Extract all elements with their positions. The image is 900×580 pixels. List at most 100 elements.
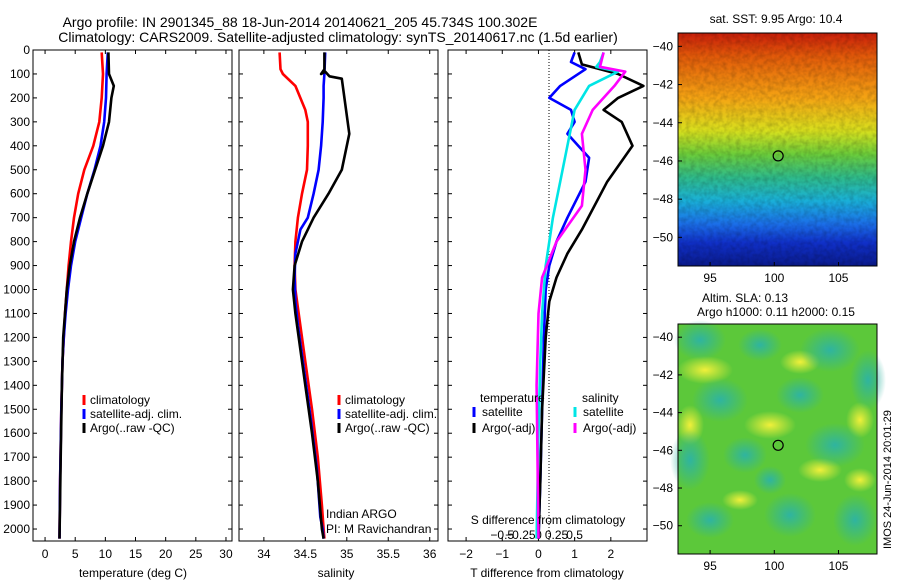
series-line-climatology xyxy=(278,52,326,539)
series-line-argo-adj- xyxy=(535,52,627,539)
difference-plot-frame xyxy=(447,49,648,542)
sla-map-anomalies xyxy=(670,320,886,546)
depth-tick-label: 300 xyxy=(10,115,30,129)
temperature-plot-frame xyxy=(32,49,233,542)
header-line-2: Climatology: CARS2009. Satellite-adjuste… xyxy=(58,29,618,45)
x-tick-label: 0 xyxy=(535,547,542,561)
timestamp-label: IMOS 24-Jun-2014 20:01:29 xyxy=(882,410,894,549)
x-tick-label: 34 xyxy=(257,547,271,561)
difference-legend: temperature salinitysatelliteArgo(-adj)sa… xyxy=(472,391,636,435)
argo-location-marker xyxy=(772,150,784,162)
sla-negative-anomaly xyxy=(670,430,710,490)
credit-label: Indian ARGO xyxy=(326,507,397,521)
series-line-argo-raw-qc- xyxy=(58,52,116,539)
sla-positive-anomaly xyxy=(844,468,876,492)
temperature-axis: 0 5 10 15 20 25 30 xyxy=(42,50,233,561)
sla-positive-anomaly xyxy=(744,411,796,439)
sla-negative-anomaly xyxy=(776,377,824,413)
depth-tick-label: 900 xyxy=(10,259,30,273)
map-x-tick-label: 95 xyxy=(703,559,717,573)
depth-tick-label: 800 xyxy=(10,235,30,249)
map-y-tick-label: −44 xyxy=(653,406,674,420)
sst-map-frame xyxy=(677,32,878,267)
x2-tick-label: −0.25 xyxy=(505,528,536,542)
temperature-series xyxy=(58,52,116,539)
legend-label: climatology xyxy=(90,393,150,407)
t-difference-axis-label: T difference from climatology xyxy=(470,566,624,580)
legend-label: Argo(..raw -QC) xyxy=(345,421,430,435)
legend-group-temperature: temperature xyxy=(480,391,545,405)
x-tick-label: 35.5 xyxy=(377,547,401,561)
map-x-tick-label: 95 xyxy=(703,271,717,285)
header-line-1: Argo profile: IN 2901345_88 18-Jun-2014 … xyxy=(63,14,538,30)
temperature-panel: 0100200300400500600700800900100011001200… xyxy=(3,43,233,580)
t-difference-axis: −2 −1 0 1 2 xyxy=(459,50,614,561)
salinity-plot-frame xyxy=(238,49,439,542)
legend-label: Argo(..raw -QC) xyxy=(90,421,175,435)
depth-tick-label: 1100 xyxy=(4,306,30,320)
sla-negative-anomaly xyxy=(686,502,734,538)
depth-tick-label: 1200 xyxy=(3,330,30,344)
x-tick-label: 34.5 xyxy=(294,547,318,561)
legend-label: climatology xyxy=(345,393,405,407)
x-tick-label: 1 xyxy=(571,547,578,561)
map-y-tick-label: −46 xyxy=(653,154,674,168)
sla-map-frame xyxy=(677,323,878,555)
sla-map-axes: 95 100 105 −40 −42 −44 −46 −48 −50 xyxy=(653,330,849,573)
depth-tick-label: 400 xyxy=(10,139,30,153)
map-y-tick-label: −48 xyxy=(653,192,674,206)
sla-negative-anomaly xyxy=(805,423,865,467)
series-line-argo-adj- xyxy=(537,52,645,539)
sla-negative-anomaly xyxy=(754,466,786,494)
sla-negative-anomaly xyxy=(833,494,877,546)
depth-tick-label: 700 xyxy=(10,211,30,225)
salinity-panel: 34 34.5 35 35.5 36 climatologysatellite-adj.… xyxy=(238,49,439,580)
legend-group-salinity: salinity xyxy=(582,391,619,405)
depth-tick-label: 100 xyxy=(10,67,30,81)
legend-label: Argo(-adj) xyxy=(482,421,535,435)
x-tick-label: 30 xyxy=(219,547,233,561)
sla-map-panel: Altim. SLA: 0.13 Argo h1000: 0.11 h2000:… xyxy=(653,291,886,573)
x-tick-label: 5 xyxy=(72,547,79,561)
legend-label: satellite-adj. clim. xyxy=(345,407,437,421)
x2-tick-label: −0.5 xyxy=(490,528,514,542)
sla-negative-anomaly xyxy=(692,378,748,422)
difference-panel: −2 −1 0 1 2 −0.5−0.25 0 0.250.5 temperature sal… xyxy=(447,49,648,580)
depth-tick-label: 1900 xyxy=(3,498,30,512)
map-y-tick-label: −50 xyxy=(653,230,674,244)
x-tick-label: 20 xyxy=(159,547,173,561)
map-y-tick-label: −42 xyxy=(653,368,674,382)
depth-axis: 0 100 200 300 400 500 600 700 800 900 1000 1100 1200… xyxy=(3,43,232,536)
depth-tick-label: 1300 xyxy=(3,354,30,368)
x-tick-label: 25 xyxy=(189,547,203,561)
salinity-axis-label: salinity xyxy=(318,566,355,580)
depth-tick-label: 1000 xyxy=(3,283,30,297)
sla-negative-anomaly xyxy=(674,320,726,360)
sla-positive-anomaly xyxy=(677,356,733,384)
legend-label: satellite xyxy=(482,405,523,419)
sla-map-title: Altim. SLA: 0.13 xyxy=(702,291,788,305)
difference-series xyxy=(448,49,647,539)
x-tick-label: 15 xyxy=(129,547,143,561)
sst-map-texture xyxy=(678,33,877,266)
temperature-axis-label: temperature (deg C) xyxy=(79,566,187,580)
depth-tick-label: 1700 xyxy=(3,450,30,464)
argo-location-marker xyxy=(772,439,784,451)
sla-negative-anomaly xyxy=(764,493,816,537)
map-y-tick-label: −48 xyxy=(653,481,674,495)
map-y-tick-label: −44 xyxy=(653,116,674,130)
depth-tick-label: 0 xyxy=(23,43,30,57)
salinity-series xyxy=(239,49,438,539)
series-line-satellite xyxy=(537,51,591,539)
map-y-tick-label: −40 xyxy=(653,330,674,344)
x-tick-label: −1 xyxy=(495,547,509,561)
map-x-tick-label: 100 xyxy=(764,271,784,285)
sst-map-title: sat. SST: 9.95 Argo: 10.4 xyxy=(710,12,843,26)
sst-map-panel: sat. SST: 9.95 Argo: 10.4 95 100 105 −40 −42… xyxy=(653,12,878,285)
x-tick-label: 10 xyxy=(99,547,113,561)
x-tick-label: 2 xyxy=(607,547,614,561)
x2-tick-label: 0.5 xyxy=(566,528,583,542)
